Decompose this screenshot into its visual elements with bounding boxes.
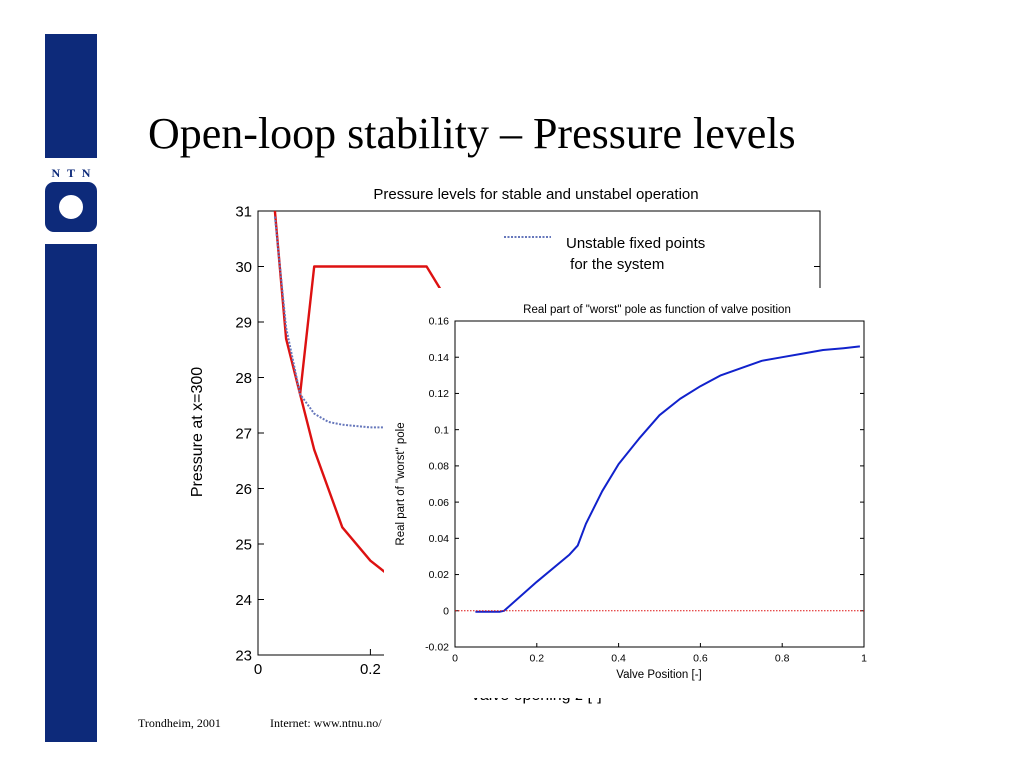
- sidebar-bar-top: [45, 34, 97, 158]
- c2-ytick-label: 0.08: [429, 461, 450, 473]
- c1-ytick-label: 25: [235, 536, 252, 553]
- c2-xtick-label: 0.4: [611, 653, 626, 665]
- legend-label-line2: for the system: [566, 256, 664, 273]
- pole-chart-frame: [454, 320, 865, 648]
- c2-ytick-label: 0.1: [434, 424, 449, 436]
- pole-chart-xticks: 0 0.2 0.4 0.6 0.8 1: [452, 643, 867, 665]
- pressure-chart-xticks: 0 0.2: [254, 649, 381, 678]
- pole-chart-series: [455, 345, 864, 613]
- pressure-chart-ylabel: Pressure at x=300: [189, 367, 206, 497]
- pressure-chart-series: [273, 210, 445, 584]
- legend-label-line1: Unstable fixed points: [566, 235, 705, 252]
- c2-ytick-label: 0.16: [429, 316, 450, 328]
- c1-series-line-1: [298, 265, 445, 395]
- c2-ytick-label: -0.02: [425, 642, 449, 654]
- c2-ytick-label: 0.12: [429, 388, 450, 400]
- c1-series-line-0: [273, 210, 400, 584]
- pole-chart-ylabel: Real part of "worst" pole: [395, 422, 407, 545]
- c2-xtick-label: 0.6: [693, 653, 708, 665]
- pressure-chart: Pressure levels for stable and unstabel …: [189, 186, 821, 704]
- c2-ytick-label: 0.06: [429, 497, 450, 509]
- pole-chart-xlabel: Valve Position [-]: [616, 669, 701, 681]
- ntnu-logo-icon: [45, 182, 97, 232]
- c2-xtick-label: 0: [452, 653, 458, 665]
- c2-xtick-label: 1: [861, 653, 867, 665]
- footer-location-date: Trondheim, 2001: [138, 716, 221, 730]
- c2-series-line-0: [475, 345, 861, 613]
- c1-ytick-label: 27: [235, 425, 252, 442]
- c1-ytick-label: 28: [235, 370, 252, 387]
- pole-chart-title: Real part of "worst" pole as function of…: [523, 304, 791, 316]
- sidebar-bar-bottom: [45, 244, 97, 742]
- logo-circle-icon: [59, 195, 83, 219]
- c2-ytick-label: 0: [443, 605, 449, 617]
- c2-xtick-label: 0.2: [529, 653, 544, 665]
- c1-xtick-label: 0.2: [360, 661, 381, 678]
- c2-xtick-label: 0.8: [775, 653, 790, 665]
- c2-ytick-label: 0.02: [429, 569, 450, 581]
- footer-internet-link[interactable]: Internet: www.ntnu.no/: [270, 716, 382, 730]
- pole-chart-background: [384, 288, 878, 698]
- pole-chart: Real part of "worst" pole as function of…: [384, 288, 878, 698]
- c1-ytick-label: 31: [235, 203, 252, 220]
- pressure-chart-title: Pressure levels for stable and unstabel …: [373, 186, 698, 203]
- c1-series-line-2: [273, 216, 388, 429]
- c1-ytick-label: 26: [235, 481, 252, 498]
- c2-ytick-label: 0.04: [429, 533, 450, 545]
- c1-ytick-label: 23: [235, 647, 252, 664]
- c1-ytick-label: 30: [235, 259, 252, 276]
- c2-ytick-label: 0.14: [429, 352, 450, 364]
- c1-xtick-label: 0: [254, 661, 262, 678]
- c1-ytick-label: 24: [235, 592, 252, 609]
- c1-ytick-label: 29: [235, 314, 252, 331]
- slide-title: Open-loop stability – Pressure levels: [148, 109, 796, 158]
